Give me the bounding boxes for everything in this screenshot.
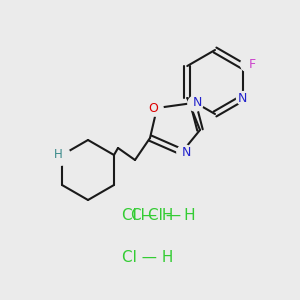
Text: H: H [54, 148, 62, 161]
Text: N: N [181, 146, 191, 160]
Text: O: O [148, 101, 158, 115]
Text: Cl — H: Cl — H [148, 208, 196, 223]
Text: Cl — H: Cl — H [122, 208, 174, 223]
Text: N: N [238, 92, 247, 104]
Text: Cl: Cl [130, 208, 145, 223]
Text: F: F [249, 58, 256, 70]
Text: Cl — H: Cl — H [122, 250, 174, 266]
Text: N: N [192, 95, 202, 109]
